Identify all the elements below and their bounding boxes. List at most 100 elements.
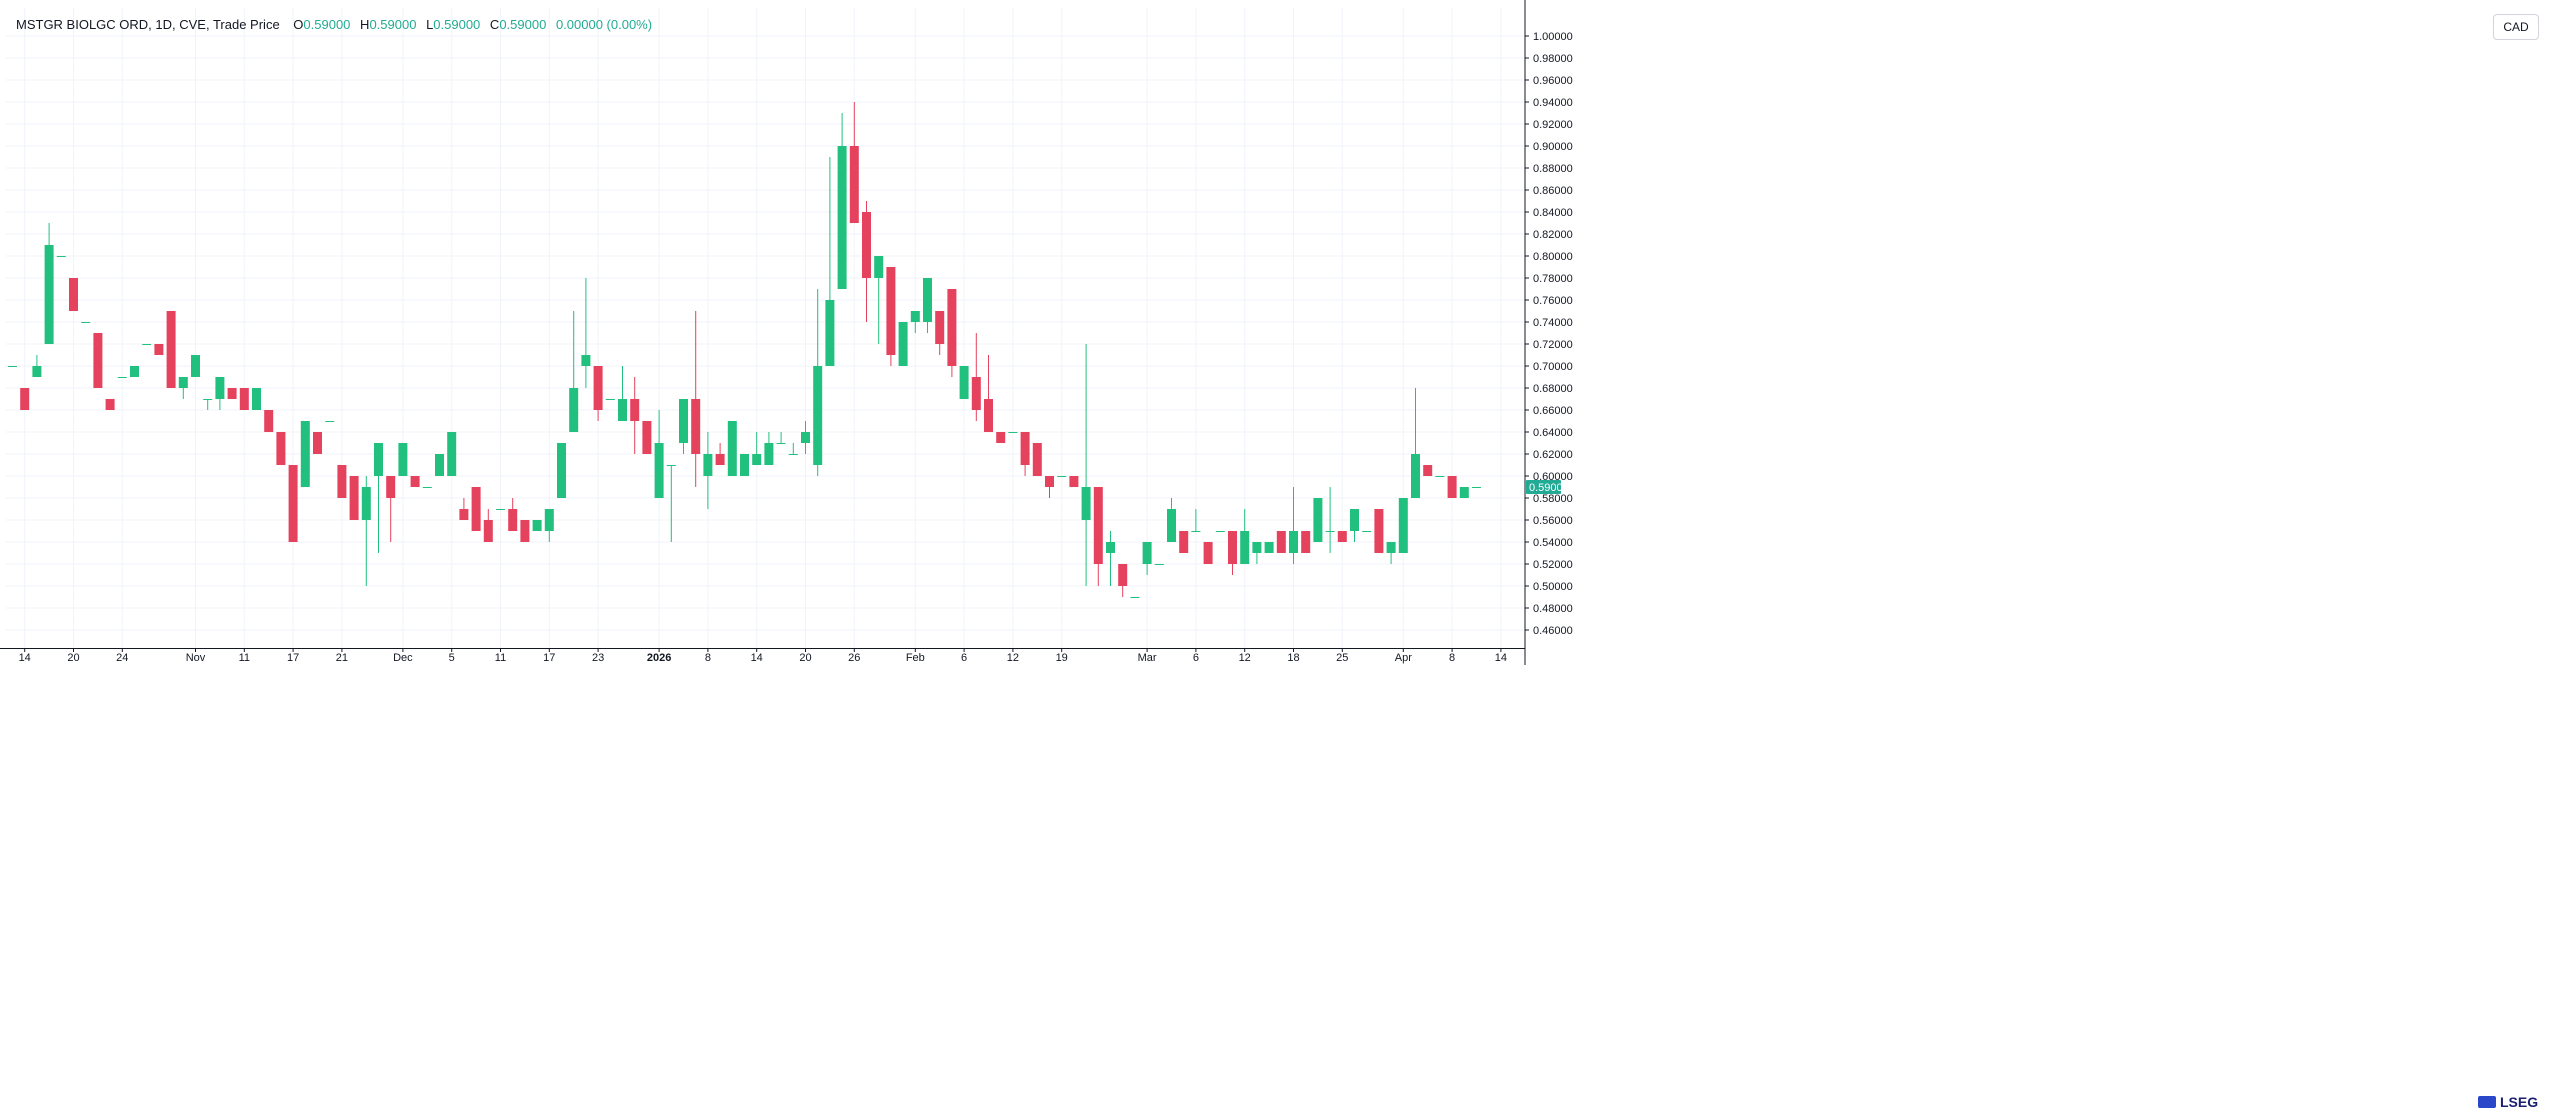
candle[interactable] [422, 487, 432, 488]
candle[interactable] [300, 421, 310, 487]
candle[interactable] [520, 520, 530, 542]
candle[interactable] [1276, 531, 1286, 553]
candle[interactable] [81, 322, 91, 323]
candle[interactable] [1472, 487, 1481, 488]
candle[interactable] [69, 278, 78, 311]
candle[interactable] [849, 102, 859, 223]
candle[interactable] [1228, 531, 1237, 575]
candle[interactable] [886, 267, 896, 366]
candle[interactable] [191, 355, 200, 377]
candle[interactable] [1301, 531, 1311, 553]
candle[interactable] [1008, 432, 1018, 433]
candle[interactable] [56, 256, 66, 257]
candle[interactable] [1130, 597, 1140, 598]
candle[interactable] [264, 410, 274, 432]
candle[interactable] [227, 388, 237, 399]
candle[interactable] [1142, 542, 1152, 575]
candle[interactable] [239, 388, 249, 410]
candle[interactable] [1386, 542, 1396, 564]
candle[interactable] [1252, 542, 1262, 564]
candle[interactable] [544, 509, 554, 542]
candle[interactable] [1350, 509, 1359, 542]
candle[interactable] [642, 421, 652, 454]
candle[interactable] [532, 520, 542, 531]
candle[interactable] [1240, 509, 1250, 564]
candle[interactable] [447, 432, 457, 476]
candle[interactable] [1398, 498, 1408, 553]
candle[interactable] [740, 454, 749, 476]
candle[interactable] [935, 311, 945, 355]
candle[interactable] [435, 454, 444, 476]
candle[interactable] [1423, 465, 1433, 476]
candle[interactable] [1069, 476, 1079, 487]
candle[interactable] [801, 421, 810, 454]
candle[interactable] [1154, 564, 1164, 565]
candle[interactable] [93, 333, 103, 388]
candle[interactable] [691, 311, 701, 487]
candle[interactable] [1203, 542, 1213, 564]
candle[interactable] [764, 432, 774, 465]
candle[interactable] [1179, 531, 1189, 553]
candle[interactable] [1020, 432, 1030, 476]
candle[interactable] [618, 366, 627, 421]
candle[interactable] [130, 366, 139, 377]
candle[interactable] [1191, 509, 1201, 532]
candle[interactable] [288, 465, 298, 542]
candle[interactable] [1313, 498, 1323, 542]
candle[interactable] [166, 311, 176, 388]
candle[interactable] [1374, 509, 1384, 553]
candle[interactable] [996, 432, 1006, 443]
candle[interactable] [813, 289, 823, 476]
candle[interactable] [105, 399, 115, 410]
candle[interactable] [44, 223, 54, 344]
candle[interactable] [313, 432, 322, 454]
candle[interactable] [154, 344, 164, 355]
candle[interactable] [837, 113, 847, 289]
candle[interactable] [788, 443, 798, 455]
candle[interactable] [971, 333, 981, 421]
candle[interactable] [1325, 487, 1335, 553]
candle[interactable] [1264, 542, 1274, 553]
candle[interactable] [593, 366, 603, 421]
candle[interactable] [276, 432, 286, 465]
candle[interactable] [337, 465, 347, 498]
candle[interactable] [715, 443, 725, 465]
candle[interactable] [874, 256, 884, 344]
candle[interactable] [361, 476, 371, 586]
candle[interactable] [569, 311, 579, 432]
candle[interactable] [398, 443, 408, 476]
candle[interactable] [1337, 531, 1347, 542]
candle[interactable] [959, 366, 969, 399]
candle[interactable] [203, 399, 213, 410]
candle[interactable] [581, 278, 591, 388]
candle[interactable] [215, 377, 225, 410]
candle[interactable] [666, 465, 676, 542]
candle[interactable] [325, 421, 335, 422]
candle[interactable] [459, 498, 469, 520]
candle[interactable] [1045, 476, 1054, 498]
candle[interactable] [1289, 487, 1298, 564]
candle[interactable] [1459, 487, 1469, 498]
candle[interactable] [605, 399, 615, 400]
candle[interactable] [923, 278, 932, 333]
candle[interactable] [142, 344, 152, 345]
candle[interactable] [862, 201, 871, 322]
candle[interactable] [410, 476, 420, 487]
candle[interactable] [1447, 476, 1457, 498]
candle[interactable] [1057, 476, 1067, 477]
candle[interactable] [178, 377, 188, 399]
candle[interactable] [910, 311, 920, 333]
candle[interactable] [386, 476, 396, 542]
candle[interactable] [1093, 487, 1103, 586]
candle[interactable] [20, 388, 30, 410]
candle[interactable] [703, 432, 713, 509]
candle[interactable] [374, 443, 383, 553]
candle[interactable] [508, 498, 518, 531]
candle[interactable] [32, 355, 42, 377]
candle[interactable] [825, 157, 835, 366]
candle[interactable] [1411, 388, 1420, 498]
candle[interactable] [898, 322, 908, 366]
candle[interactable] [471, 487, 481, 531]
candle[interactable] [496, 509, 505, 510]
